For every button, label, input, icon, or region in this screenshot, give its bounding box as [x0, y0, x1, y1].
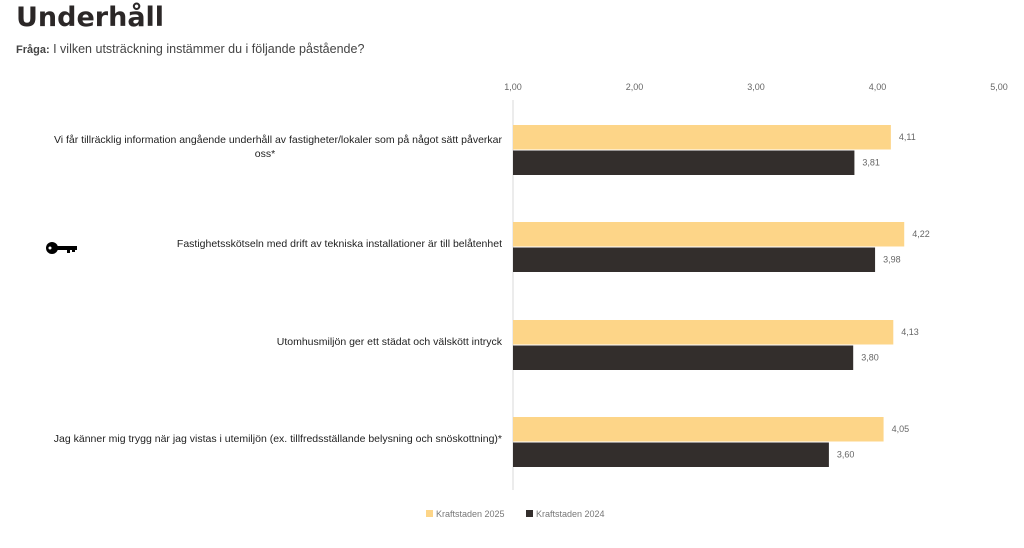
category-label: Utomhusmiljön ger ett städat och välsköt…	[277, 336, 503, 348]
key-icon	[46, 242, 77, 254]
category-label: Jag känner mig trygg när jag vistas i ut…	[54, 433, 502, 445]
data-label: 3,81	[862, 158, 880, 168]
data-label: 4,13	[901, 327, 919, 337]
bar-2024	[513, 442, 829, 467]
question-label: Fråga:	[16, 44, 50, 56]
bar-2025	[513, 222, 905, 247]
data-label: 3,60	[837, 450, 855, 460]
bar-2025	[513, 417, 884, 442]
x-tick-label: 2,00	[626, 82, 644, 92]
data-label: 4,05	[892, 424, 910, 434]
legend-label: Kraftstaden 2024	[536, 509, 605, 519]
bar-2024	[513, 247, 876, 272]
question-text: I vilken utsträckning instämmer du i föl…	[53, 42, 365, 56]
data-label: 3,98	[883, 255, 901, 265]
category-label: Fastighetsskötseln med drift av tekniska…	[177, 238, 502, 250]
x-tick-label: 3,00	[747, 82, 765, 92]
bar-2025	[513, 320, 894, 345]
bar-2024	[513, 150, 855, 175]
legend-label: Kraftstaden 2025	[436, 509, 505, 519]
x-tick-label: 1,00	[504, 82, 522, 92]
bar-2024	[513, 345, 854, 370]
question: Fråga: I vilken utsträckning instämmer d…	[16, 42, 364, 56]
legend-swatch	[526, 510, 533, 517]
legend-swatch	[426, 510, 433, 517]
page-title: Underhåll	[16, 2, 165, 33]
bar-2025	[513, 125, 891, 150]
data-label: 3,80	[861, 353, 879, 363]
data-label: 4,22	[912, 229, 930, 239]
category-label: oss*	[255, 148, 275, 160]
x-tick-label: 4,00	[869, 82, 887, 92]
data-label: 4,11	[899, 132, 916, 142]
x-tick-label: 5,00	[990, 82, 1008, 92]
category-label: Vi får tillräcklig information angående …	[54, 134, 503, 146]
